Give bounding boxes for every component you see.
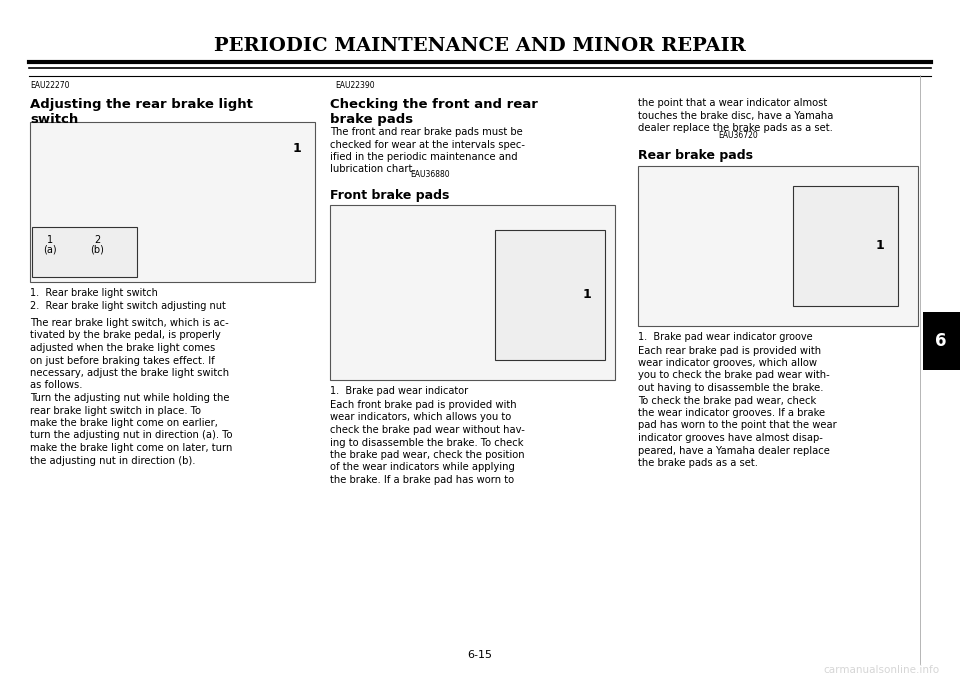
Bar [495,230,605,360]
Text: you to check the brake pad wear with-: you to check the brake pad wear with- [638,370,829,380]
Text: Rear brake pads: Rear brake pads [638,150,753,163]
Text: PERIODIC MAINTENANCE AND MINOR REPAIR: PERIODIC MAINTENANCE AND MINOR REPAIR [214,37,746,55]
Text: The front and rear brake pads must be: The front and rear brake pads must be [330,127,523,137]
Text: carmanualsonline.info: carmanualsonline.info [824,665,940,675]
Text: adjusted when the brake light comes: adjusted when the brake light comes [30,343,215,353]
Text: brake pads: brake pads [330,113,413,126]
Bar [32,227,137,277]
Text: Front brake pads: Front brake pads [330,189,449,202]
Text: wear indicator grooves, which allow: wear indicator grooves, which allow [638,358,817,368]
Text: 6: 6 [935,332,947,350]
Text: make the brake light come on earlier,: make the brake light come on earlier, [30,418,218,428]
Text: pad has worn to the point that the wear: pad has worn to the point that the wear [638,420,837,431]
Text: Each front brake pad is provided with: Each front brake pad is provided with [330,400,516,410]
Text: tivated by the brake pedal, is properly: tivated by the brake pedal, is properly [30,330,221,340]
Text: EAU36880: EAU36880 [410,170,449,179]
Text: 1: 1 [47,235,53,245]
Bar [638,165,918,325]
Text: out having to disassemble the brake.: out having to disassemble the brake. [638,383,824,393]
Text: 2: 2 [94,235,100,245]
Text: as follows.: as follows. [30,380,83,391]
Text: lubrication chart.: lubrication chart. [330,165,416,174]
Text: checked for wear at the intervals spec-: checked for wear at the intervals spec- [330,140,525,150]
Text: check the brake pad wear without hav-: check the brake pad wear without hav- [330,425,525,435]
Text: 1: 1 [583,289,591,302]
Bar [30,122,315,282]
Text: the adjusting nut in direction (b).: the adjusting nut in direction (b). [30,456,196,466]
Text: on just before braking takes effect. If: on just before braking takes effect. If [30,355,215,365]
Bar [793,186,898,306]
Text: 2.  Rear brake light switch adjusting nut: 2. Rear brake light switch adjusting nut [30,301,226,311]
Text: Turn the adjusting nut while holding the: Turn the adjusting nut while holding the [30,393,229,403]
Text: The rear brake light switch, which is ac-: The rear brake light switch, which is ac… [30,318,228,328]
Bar [330,205,615,380]
Text: the brake. If a brake pad has worn to: the brake. If a brake pad has worn to [330,475,515,485]
Text: switch: switch [30,113,79,126]
Text: the wear indicator grooves. If a brake: the wear indicator grooves. If a brake [638,408,826,418]
Text: turn the adjusting nut in direction (a). To: turn the adjusting nut in direction (a).… [30,431,232,441]
Text: rear brake light switch in place. To: rear brake light switch in place. To [30,405,201,416]
Text: Each rear brake pad is provided with: Each rear brake pad is provided with [638,346,821,355]
Text: EAU22390: EAU22390 [335,81,374,90]
Text: make the brake light come on later, turn: make the brake light come on later, turn [30,443,232,453]
Text: 6-15: 6-15 [468,650,492,660]
Text: Adjusting the rear brake light: Adjusting the rear brake light [30,98,252,111]
Text: the brake pads as a set.: the brake pads as a set. [638,458,758,468]
Text: ing to disassemble the brake. To check: ing to disassemble the brake. To check [330,437,523,447]
Text: wear indicators, which allows you to: wear indicators, which allows you to [330,412,512,422]
Text: ified in the periodic maintenance and: ified in the periodic maintenance and [330,152,517,162]
Text: indicator grooves have almost disap-: indicator grooves have almost disap- [638,433,823,443]
Text: 1.  Brake pad wear indicator groove: 1. Brake pad wear indicator groove [638,332,812,342]
Text: necessary, adjust the brake light switch: necessary, adjust the brake light switch [30,368,229,378]
Text: 1: 1 [293,142,301,155]
Bar [923,312,960,370]
Text: touches the brake disc, have a Yamaha: touches the brake disc, have a Yamaha [638,111,833,121]
Text: To check the brake pad wear, check: To check the brake pad wear, check [638,395,816,405]
Text: 1: 1 [876,239,884,252]
Text: EAU22270: EAU22270 [30,81,69,90]
Text: dealer replace the brake pads as a set.: dealer replace the brake pads as a set. [638,123,833,133]
Text: the point that a wear indicator almost: the point that a wear indicator almost [638,98,828,108]
Text: EAU36720: EAU36720 [718,130,757,140]
Text: of the wear indicators while applying: of the wear indicators while applying [330,462,515,473]
Text: (a): (a) [43,245,57,255]
Text: (b): (b) [90,245,104,255]
Text: Checking the front and rear: Checking the front and rear [330,98,538,111]
Text: peared, have a Yamaha dealer replace: peared, have a Yamaha dealer replace [638,445,829,456]
Text: the brake pad wear, check the position: the brake pad wear, check the position [330,450,524,460]
Text: 1.  Brake pad wear indicator: 1. Brake pad wear indicator [330,386,468,396]
Text: 1.  Rear brake light switch: 1. Rear brake light switch [30,288,157,298]
